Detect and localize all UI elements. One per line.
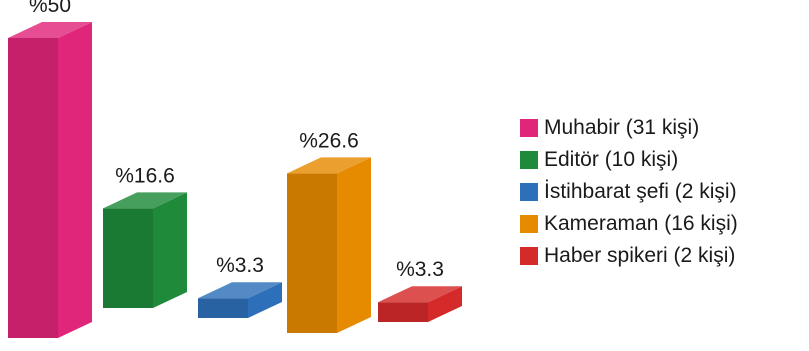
bar-value-label: %3.3 xyxy=(216,254,264,277)
legend-item-kameraman: Kameraman (16 kişi) xyxy=(520,208,738,240)
legend-item-editor: Editör (10 kişi) xyxy=(520,144,738,176)
bar-side-face xyxy=(428,286,462,322)
bar-2 xyxy=(103,192,187,308)
bar-front-face xyxy=(198,298,248,318)
legend-item-istihbarat-sefi: İstihbarat şefi (2 kişi) xyxy=(520,176,738,208)
bar-front-face xyxy=(287,173,337,333)
legend-label: Haber spikeri (2 kişi) xyxy=(544,244,736,267)
bar-side-face xyxy=(153,192,187,308)
bar-3 xyxy=(198,282,282,318)
bar-value-label: %50 xyxy=(29,0,71,17)
legend-swatch xyxy=(520,183,538,201)
bar-top-face xyxy=(103,192,187,209)
bar-1 xyxy=(8,22,92,338)
bar-side-face xyxy=(58,22,92,338)
legend-swatch xyxy=(520,151,538,169)
bar-value-label: %26.6 xyxy=(299,129,359,152)
bar-5 xyxy=(378,286,462,322)
bar-side-face xyxy=(248,282,282,318)
legend-swatch xyxy=(520,119,538,137)
legend-label: Editör (10 kişi) xyxy=(544,148,679,171)
bar-top-face xyxy=(8,22,92,38)
bar-top-face xyxy=(287,157,371,174)
legend-label: Kameraman (16 kişi) xyxy=(544,212,738,235)
bar-top-face xyxy=(378,286,462,303)
bar-top-face xyxy=(198,282,282,299)
legend-item-muhabir: Muhabir (31 kişi) xyxy=(520,112,738,144)
legend-swatch xyxy=(520,247,538,265)
legend-swatch xyxy=(520,215,538,233)
bar-side-face xyxy=(337,157,371,333)
legend-item-haber-spikeri: Haber spikeri (2 kişi) xyxy=(520,240,738,272)
bar-value-label: %16.6 xyxy=(115,164,175,187)
bar-chart: %50 %16.6 %3.3 %26.6 %3.3 xyxy=(8,0,462,338)
legend-label: İstihbarat şefi (2 kişi) xyxy=(544,180,737,203)
bar-front-face xyxy=(103,208,153,308)
legend-label: Muhabir (31 kişi) xyxy=(544,116,700,139)
bar-4 xyxy=(287,157,371,333)
chart-legend: Muhabir (31 kişi) Editör (10 kişi) İstih… xyxy=(520,112,738,272)
bar-value-label: %3.3 xyxy=(396,258,444,281)
bar-front-face xyxy=(8,38,58,338)
bar-front-face xyxy=(378,302,428,322)
